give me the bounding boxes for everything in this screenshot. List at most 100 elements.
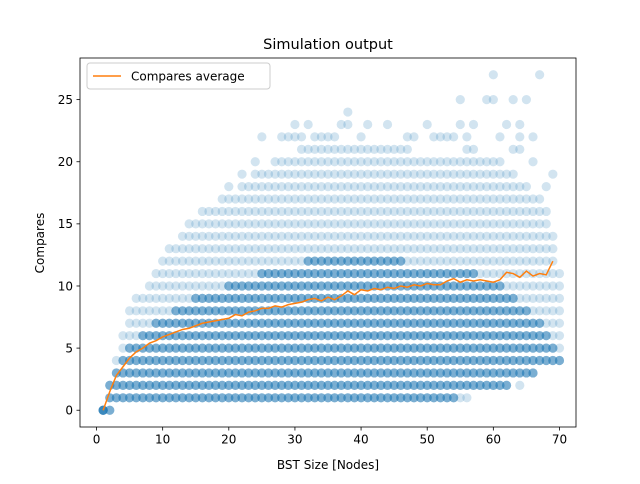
scatter-point [475, 355, 485, 366]
scatter-point [402, 368, 412, 378]
scatter-point [138, 393, 148, 403]
scatter-point [125, 355, 135, 366]
scatter-point [257, 219, 267, 229]
scatter-point [263, 393, 274, 403]
scatter-point [210, 219, 221, 229]
scatter-point [402, 318, 412, 328]
scatter-point [303, 355, 313, 366]
scatter-point [323, 306, 333, 316]
scatter-point [396, 343, 406, 353]
scatter-point [535, 355, 545, 366]
scatter-point [528, 132, 538, 142]
scatter-point [164, 368, 174, 378]
scatter-point [495, 318, 505, 328]
scatter-point [475, 206, 485, 217]
scatter-point [488, 355, 498, 366]
scatter-point [277, 368, 287, 378]
scatter-point [363, 318, 373, 328]
scatter-point [131, 355, 141, 366]
scatter-point [316, 343, 326, 353]
scatter-point [263, 181, 274, 192]
scatter-point [515, 331, 525, 341]
scatter-point [270, 368, 280, 378]
scatter-point [237, 380, 247, 390]
scatter-point [316, 331, 326, 341]
scatter-point [495, 281, 505, 291]
scatter-point [343, 380, 353, 390]
scatter-point [415, 393, 426, 403]
scatter-point [224, 281, 234, 291]
scatter-point [521, 355, 532, 366]
scatter-point [482, 368, 492, 378]
scatter-point [528, 355, 538, 366]
scatter-point [363, 281, 373, 291]
scatter-point [435, 380, 446, 390]
scatter-point [217, 331, 227, 341]
scatter-point [515, 343, 525, 353]
scatter-point [449, 181, 459, 192]
scatter-point [521, 293, 532, 304]
scatter-point [528, 318, 538, 328]
scatter-point [237, 343, 247, 353]
scatter-point [290, 169, 300, 179]
scatter-point [449, 380, 459, 390]
scatter-point [310, 281, 320, 291]
scatter-point [296, 343, 307, 353]
scatter-point [415, 368, 426, 378]
scatter-point [197, 219, 207, 229]
scatter-point [515, 368, 525, 378]
scatter-point [277, 393, 287, 403]
scatter-point [263, 219, 274, 229]
scatter-point [257, 393, 267, 403]
scatter-point [382, 306, 393, 316]
scatter-point [210, 244, 221, 254]
scatter-point [468, 355, 479, 366]
scatter-point [125, 368, 135, 378]
scatter-point [535, 206, 545, 217]
scatter-point [270, 393, 280, 403]
scatter-point [488, 380, 498, 390]
scatter-point [111, 393, 121, 403]
scatter-point [495, 331, 505, 341]
scatter-point [296, 393, 307, 403]
scatter-point [316, 256, 326, 266]
scatter-point [171, 380, 181, 390]
scatter-point [224, 355, 234, 366]
scatter-point [389, 331, 399, 341]
scatter-point [363, 206, 373, 217]
scatter-point [501, 293, 512, 304]
scatter-point [449, 318, 459, 328]
scatter-point [369, 380, 379, 390]
scatter-point [330, 368, 340, 378]
scatter-point [270, 355, 280, 366]
scatter-point [151, 331, 161, 341]
scatter-point [409, 368, 419, 378]
scatter-point [184, 331, 194, 341]
scatter-point [230, 306, 241, 316]
scatter-point [501, 368, 512, 378]
scatter-point [237, 281, 247, 291]
scatter-point [244, 393, 254, 403]
scatter-point [363, 306, 373, 316]
scatter-point [515, 144, 525, 154]
scatter-point [548, 244, 558, 254]
y-tick-label: 0 [65, 404, 73, 418]
scatter-point [125, 393, 135, 403]
scatter-point [528, 368, 538, 378]
scatter-point [277, 306, 287, 316]
scatter-point [204, 219, 214, 229]
scatter-point [521, 331, 532, 341]
scatter-point [389, 268, 399, 279]
scatter-point [462, 293, 472, 304]
scatter-point [495, 169, 505, 179]
scatter-point [296, 194, 307, 204]
scatter-point [270, 355, 280, 366]
scatter-point [151, 380, 161, 390]
scatter-point [237, 293, 247, 304]
scatter-point [435, 268, 446, 279]
scatter-point [151, 368, 161, 378]
scatter-point [442, 331, 452, 341]
scatter-point [197, 355, 207, 366]
scatter-point [270, 355, 280, 366]
scatter-point [515, 293, 525, 304]
